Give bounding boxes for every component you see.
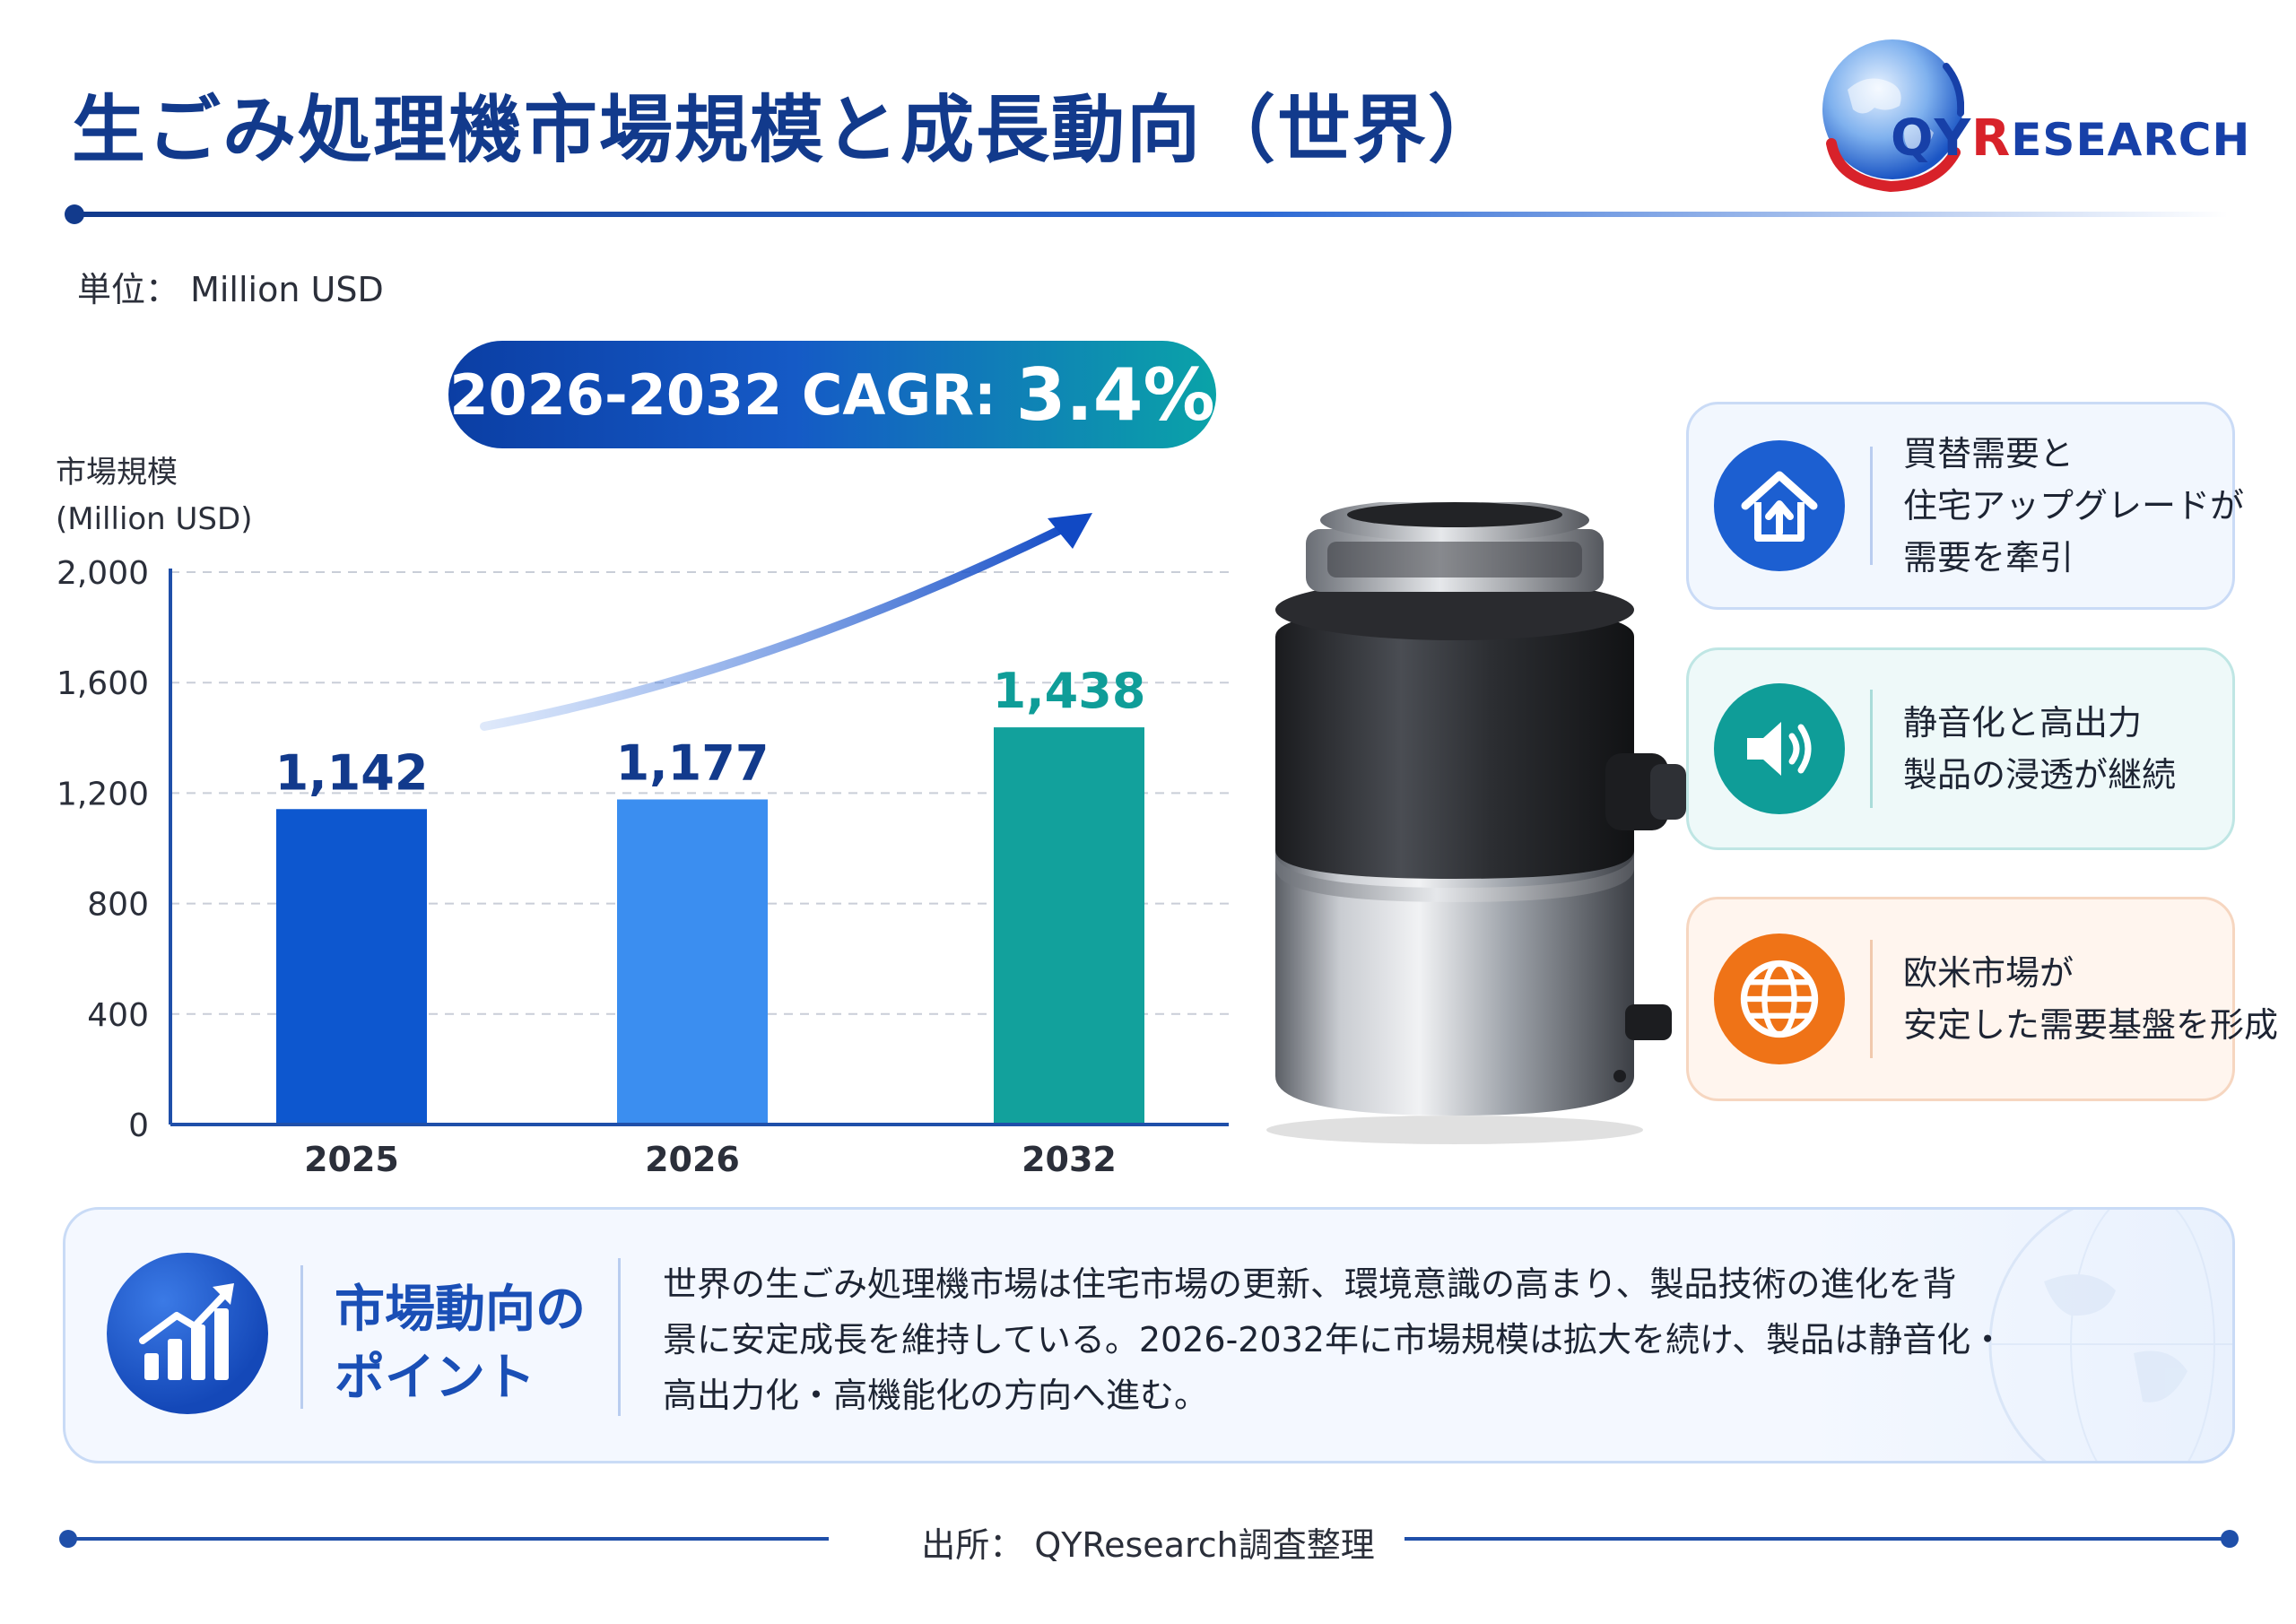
cagr-badge: 2026-2032 CAGR: 3.4% [448, 341, 1216, 448]
growth-trend-arrow [480, 517, 1081, 731]
card-divider [1870, 940, 1873, 1058]
growth-chart-icon [107, 1253, 268, 1414]
y-axis-title: 市場規模 [56, 455, 178, 491]
y-axis-unit: (Million USD) [56, 501, 252, 537]
points-body-line: 景に安定成長を維持している。2026-2032年に市場規模は拡大を続け、製品は静… [663, 1320, 2005, 1359]
bar [276, 809, 427, 1125]
market-trend-points-panel: 市場動向の ポイント 世界の生ごみ処理機市場は住宅市場の更新、環境意識の高まり、… [63, 1207, 2235, 1463]
bar [994, 727, 1144, 1125]
divider-dot [65, 204, 84, 224]
y-tick-label: 400 [87, 997, 149, 1034]
card-line: 静音化と高出力 [1903, 703, 2143, 743]
logo-globe-icon [1822, 39, 1964, 193]
bar [617, 799, 768, 1125]
card-line: 安定した需要基盤を形成 [1903, 1005, 2279, 1045]
market-size-bar-chart: 市場規模 (Million USD) 1,142 1,177 1,438 0 400 8… [56, 455, 1229, 1179]
growth-arrow-head [1048, 513, 1092, 549]
logo-r: R [1971, 109, 2012, 168]
title-divider [65, 204, 2235, 224]
points-title-line: 市場動向の [335, 1281, 586, 1339]
speaker-icon [1714, 683, 1845, 814]
logo-qy: QY [1891, 109, 1972, 168]
cagr-value: 3.4% [1015, 352, 1215, 437]
logo-wordmark: QYRESEARCH [1891, 109, 2250, 168]
y-tick-label: 800 [87, 887, 149, 924]
points-body: 世界の生ごみ処理機市場は住宅市場の更新、環境意識の高まり、製品技術の進化を背 景… [663, 1256, 2008, 1423]
points-body-line: 世界の生ごみ処理機市場は住宅市場の更新、環境意識の高まり、製品技術の進化を背 [663, 1264, 1957, 1304]
card-line: 欧米市場が [1903, 953, 2074, 993]
bar-value-label: 1,177 [616, 734, 770, 791]
driver-card-replacement: 買替需要と 住宅アップグレードが 需要を牽引 [1686, 402, 2244, 610]
card-text: 静音化と高出力 製品の浸透が継続 [1903, 697, 2176, 801]
card-divider [1870, 447, 1873, 565]
cagr-label: 2026-2032 CAGR: [449, 361, 996, 428]
y-tick-label: 2,000 [57, 555, 149, 592]
driver-card-western-markets: 欧米市場が 安定した需要基盤を形成 [1686, 897, 2278, 1101]
divider-line [75, 212, 2228, 217]
globe-icon [1714, 934, 1845, 1064]
logo-rest: ESEARCH [2011, 114, 2251, 166]
footer-line [1405, 1537, 2226, 1541]
points-divider [618, 1258, 621, 1416]
card-text: 欧米市場が 安定した需要基盤を形成 [1903, 947, 2278, 1051]
footer-dot [2221, 1530, 2239, 1548]
x-tick-label: 2026 [645, 1140, 740, 1179]
footer-line [65, 1537, 829, 1541]
x-tick-label: 2032 [1022, 1140, 1117, 1179]
world-map-watermark [1988, 1210, 2232, 1461]
page-title: 生ごみ処理機市場規模と成長動向（世界） [72, 88, 1504, 173]
card-text: 買替需要と 住宅アップグレードが 需要を牽引 [1903, 428, 2244, 584]
y-tick-label: 1,600 [57, 665, 149, 702]
points-body-line: 高出力化・高機能化の方向へ進む。 [663, 1376, 1209, 1415]
points-title: 市場動向の ポイント [335, 1276, 586, 1412]
unit-label: 単位： Million USD [77, 270, 384, 309]
qyresearch-logo: QYRESEARCH [1812, 27, 2249, 206]
source-note: 出所： QYResearch調査整理 [921, 1525, 1375, 1565]
bar-value-label: 1,438 [993, 663, 1146, 719]
card-line: 住宅アップグレードが [1903, 486, 2245, 525]
card-line: 製品の浸透が継続 [1903, 755, 2177, 795]
home-upgrade-icon [1714, 440, 1845, 571]
y-tick-label: 1,200 [57, 776, 149, 812]
card-line: 買替需要と [1903, 434, 2074, 473]
y-tick-label: 0 [128, 1107, 149, 1144]
points-divider [300, 1265, 303, 1409]
driver-card-quiet-power: 静音化と高出力 製品の浸透が継続 [1686, 647, 2235, 850]
points-title-line: ポイント [335, 1349, 535, 1407]
card-divider [1870, 690, 1873, 808]
x-tick-label: 2025 [304, 1140, 399, 1179]
card-line: 需要を牽引 [1903, 538, 2074, 578]
bar-value-label: 1,142 [275, 744, 429, 801]
food-waste-disposer-image [1266, 502, 1686, 1144]
